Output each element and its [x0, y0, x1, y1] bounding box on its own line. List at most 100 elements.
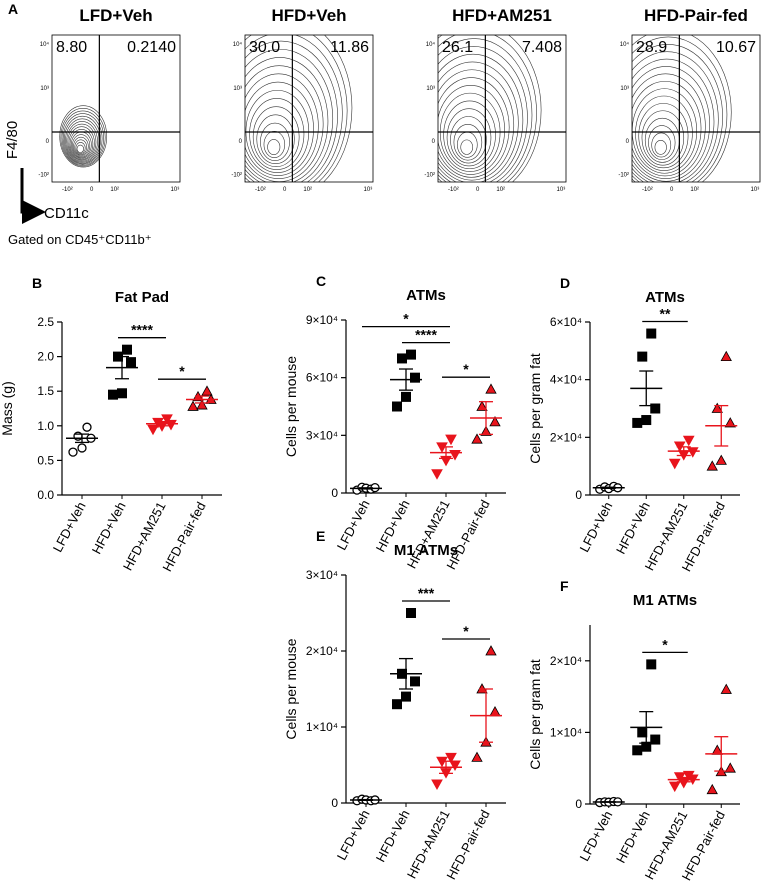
y-tick-label: 0	[331, 796, 338, 810]
x-tick-label: -10²	[642, 187, 653, 193]
plot-title: HFD+Veh	[271, 6, 346, 25]
plot-frame	[437, 34, 567, 183]
contour	[632, 35, 732, 182]
panel-letter: A	[8, 1, 18, 17]
point	[445, 434, 457, 446]
y-tick-label: 0	[432, 139, 436, 145]
contour	[632, 36, 728, 182]
point	[187, 400, 199, 411]
point	[108, 389, 118, 400]
contour	[443, 100, 496, 170]
contour	[638, 103, 689, 169]
x-tick-label: 0	[283, 187, 287, 193]
y-tick-label: 10³	[426, 86, 435, 92]
contour	[245, 35, 343, 182]
significance-label: ***	[418, 585, 435, 601]
point	[711, 402, 723, 413]
quadrant-value: 8.80	[56, 39, 87, 56]
error-bar	[155, 420, 169, 427]
contours	[438, 35, 542, 182]
x-tick-label: LFD+Veh	[577, 808, 616, 863]
contour	[632, 44, 723, 182]
chart-title: ATMs	[406, 287, 446, 304]
point	[161, 414, 173, 425]
point	[637, 351, 648, 362]
point	[706, 783, 718, 795]
error-bar	[359, 487, 373, 490]
y-tick-label: 3×10⁴	[306, 568, 338, 582]
quadrant-value: 30.0	[249, 39, 280, 56]
point	[201, 385, 213, 396]
contour-core	[78, 147, 83, 152]
point	[392, 699, 402, 710]
plot-frame	[244, 34, 374, 183]
x-tick-label: 10³	[557, 187, 566, 193]
contour	[245, 73, 319, 179]
x-tick-label: 10²	[110, 187, 119, 193]
y-tick-label: 2.0	[37, 350, 54, 364]
contour	[67, 123, 97, 161]
contour-core	[658, 147, 663, 152]
point	[410, 676, 420, 687]
point	[471, 751, 483, 762]
point	[77, 443, 87, 453]
y-tick-label: 2×10⁴	[550, 430, 582, 444]
y-tick-label: 0	[46, 139, 50, 145]
contour	[66, 121, 98, 162]
significance-label: ****	[415, 327, 437, 343]
contour	[450, 116, 487, 164]
y-tick-label: 0	[575, 488, 582, 502]
y-axis-label: Cells per gram fat	[527, 353, 543, 464]
point	[641, 415, 652, 426]
error-bar	[714, 404, 729, 447]
x-tick-label: 10²	[303, 187, 312, 193]
quadrant-value: 0.2140	[127, 39, 176, 56]
contour	[75, 142, 86, 154]
point	[720, 683, 732, 694]
contour	[64, 115, 101, 164]
contour	[632, 88, 698, 174]
point	[724, 762, 736, 773]
error-bar	[601, 486, 616, 490]
y-axis-label: F4/80	[4, 121, 21, 159]
contour	[263, 130, 286, 158]
y-tick-label: 0	[239, 139, 243, 145]
contour	[69, 128, 94, 159]
x-tick-label: HFD+Veh	[613, 808, 653, 865]
y-tick-label: 10⁴	[426, 41, 436, 48]
point	[489, 416, 501, 427]
y-axis-label: Mass (g)	[0, 381, 15, 435]
contour	[267, 139, 281, 155]
x-tick-label: -10²	[448, 187, 459, 193]
significance-label: *	[662, 636, 668, 652]
contour	[245, 81, 314, 176]
contour	[438, 53, 524, 182]
point	[637, 727, 648, 738]
error-bar	[639, 370, 654, 407]
significance-label: *	[463, 623, 469, 639]
error-bar	[676, 446, 691, 457]
y-tick-label: 0	[331, 486, 338, 500]
point	[476, 400, 488, 411]
contour-core	[271, 147, 276, 152]
y-tick-label: 3×10⁴	[306, 428, 338, 442]
point	[165, 419, 177, 431]
x-axis-label: CD11c	[44, 205, 89, 222]
y-tick-label: 6×10⁴	[306, 371, 338, 385]
point	[632, 745, 643, 756]
x-tick-label: -10²	[255, 187, 266, 193]
chart-title: Fat Pad	[115, 289, 169, 306]
contour	[632, 66, 710, 182]
point	[445, 752, 457, 764]
contour	[245, 57, 329, 182]
significance-label: *	[463, 361, 469, 377]
y-tick-label: 10³	[40, 86, 49, 92]
point	[397, 353, 407, 364]
point	[406, 608, 416, 618]
contour	[438, 85, 505, 175]
contour	[76, 144, 84, 153]
x-tick-label: 10³	[171, 187, 180, 193]
y-tick-label: 9×10⁴	[306, 313, 338, 327]
contour	[654, 139, 667, 155]
